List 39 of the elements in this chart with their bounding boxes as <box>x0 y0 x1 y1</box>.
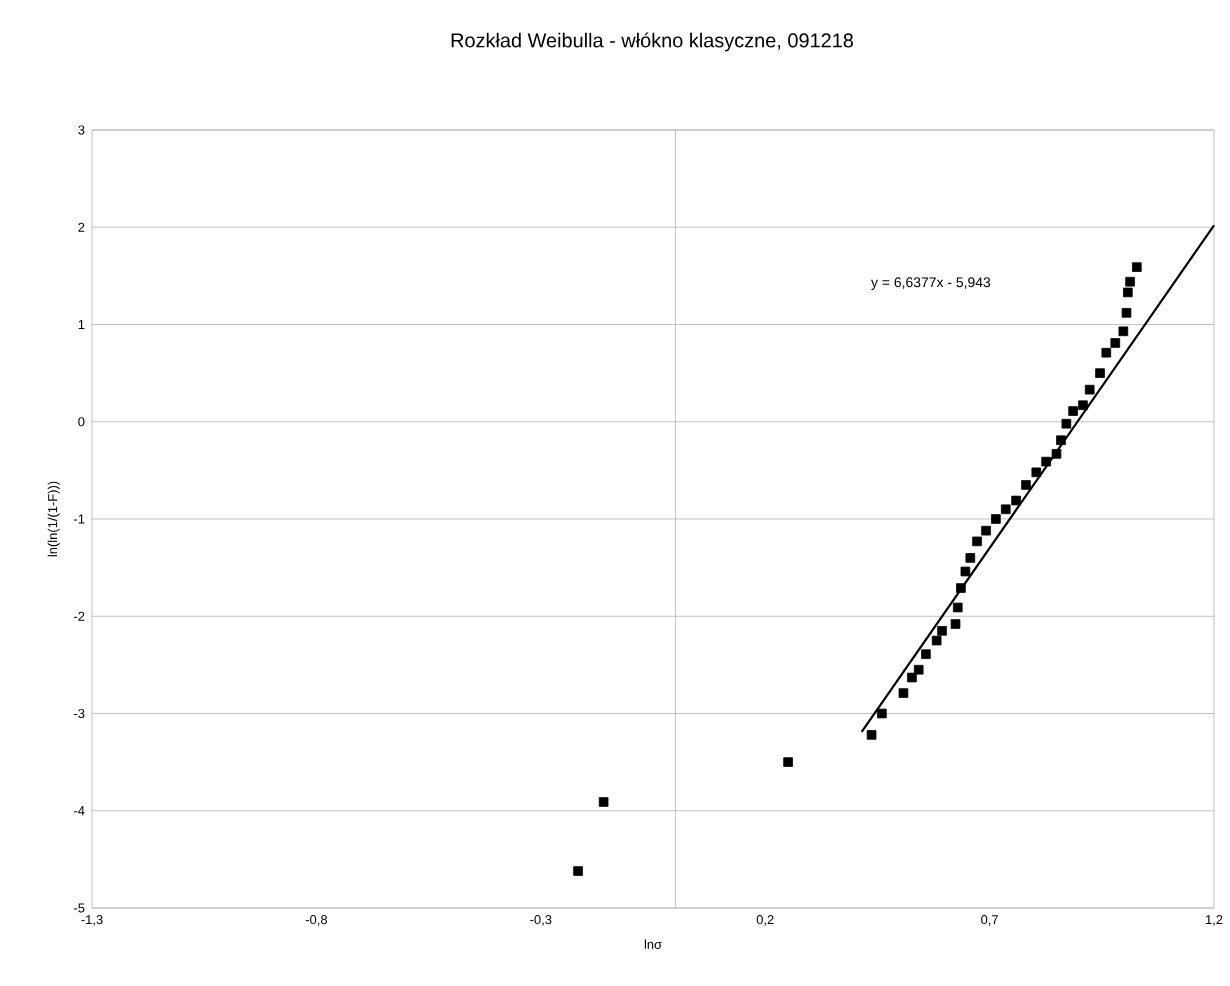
point <box>950 619 961 629</box>
point <box>991 514 1001 524</box>
point <box>1000 504 1011 515</box>
point <box>907 672 917 683</box>
point <box>1078 400 1088 411</box>
point <box>1125 276 1135 287</box>
point <box>598 797 609 807</box>
point <box>960 566 971 577</box>
point <box>1101 347 1112 358</box>
point <box>1132 262 1142 272</box>
point <box>1041 456 1051 467</box>
point <box>981 525 991 536</box>
point <box>1011 495 1021 506</box>
point <box>783 757 793 767</box>
point <box>1056 435 1066 446</box>
point <box>1110 338 1121 348</box>
point <box>937 626 947 636</box>
point <box>1123 287 1133 298</box>
point <box>866 730 877 740</box>
point <box>956 583 966 593</box>
point <box>913 664 924 675</box>
point <box>972 536 982 547</box>
point <box>1084 384 1095 395</box>
point <box>1118 326 1129 337</box>
point <box>573 866 583 876</box>
point <box>1031 467 1042 478</box>
point <box>1021 480 1031 490</box>
point <box>965 553 976 563</box>
point <box>1095 368 1105 378</box>
point <box>931 635 942 646</box>
point <box>1051 449 1062 459</box>
point <box>1061 418 1072 429</box>
chart-title: Rozkład Weibulla - włókno klasyczne, 091218 <box>451 32 854 52</box>
point <box>952 602 963 613</box>
point <box>877 708 887 719</box>
point <box>1121 308 1132 318</box>
point <box>921 649 931 659</box>
point <box>1068 406 1078 416</box>
point <box>898 688 909 698</box>
